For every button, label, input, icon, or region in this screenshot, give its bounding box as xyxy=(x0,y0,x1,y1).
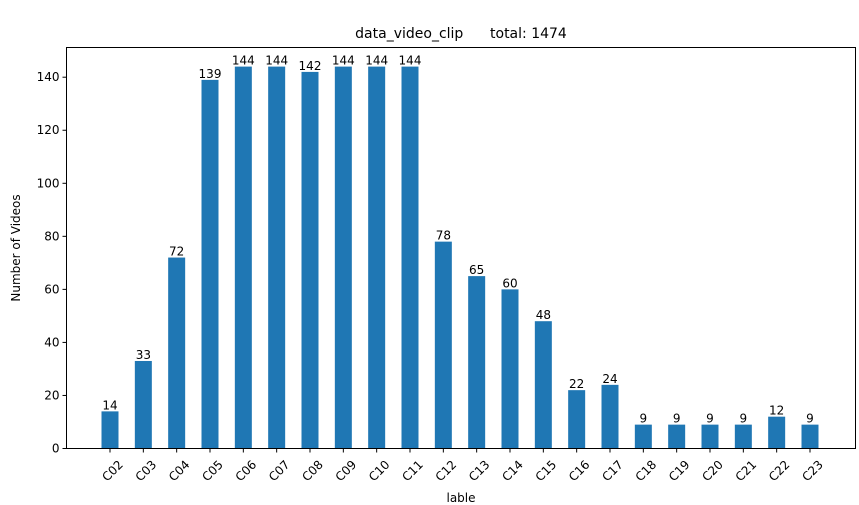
bar-c04 xyxy=(168,257,186,449)
x-tick-label-c19: C19 xyxy=(666,458,693,485)
x-tick-label-c05: C05 xyxy=(199,458,226,485)
bar-c08 xyxy=(301,71,319,449)
bar-c22 xyxy=(768,416,786,449)
bar-c21 xyxy=(734,424,752,449)
bar-c09 xyxy=(334,66,352,449)
bar-c18 xyxy=(634,424,652,449)
bar-value-label-c04: 72 xyxy=(169,245,184,259)
bar-c17 xyxy=(601,384,619,449)
x-tick-label-c04: C04 xyxy=(166,458,193,485)
y-axis: 0 20 40 60 80 100 120 140 xyxy=(37,70,67,456)
x-axis-label: lable xyxy=(446,491,475,505)
bar-c02 xyxy=(101,411,119,449)
bar-value-label-c08: 142 xyxy=(299,59,322,73)
y-tick-label-20: 20 xyxy=(44,388,59,402)
bar-value-label-c21: 9 xyxy=(740,412,748,426)
x-tick-label-c18: C18 xyxy=(633,458,660,485)
bar-value-label-c07: 144 xyxy=(265,54,288,68)
x-tick-label-c07: C07 xyxy=(266,458,293,485)
x-tick-label-c11: C11 xyxy=(399,458,426,485)
bar-c11 xyxy=(401,66,419,449)
bar-value-label-c09: 144 xyxy=(332,54,355,68)
x-tick-label-c10: C10 xyxy=(366,458,393,485)
bar-value-label-c03: 33 xyxy=(136,348,151,362)
x-tick-label-c20: C20 xyxy=(699,458,726,485)
x-tick-label-c17: C17 xyxy=(599,458,626,485)
bar-c05 xyxy=(201,79,219,449)
bar-c23 xyxy=(801,424,819,449)
bar-value-label-c14: 60 xyxy=(502,276,517,290)
chart-title: data_video_clip total: 1474 xyxy=(355,26,567,42)
bar-value-label-c18: 9 xyxy=(640,412,648,426)
bar-value-label-c12: 78 xyxy=(436,229,451,243)
y-tick-label-100: 100 xyxy=(37,176,60,190)
x-tick-label-c15: C15 xyxy=(533,458,560,485)
bar-value-label-c13: 65 xyxy=(469,263,484,277)
bar-value-label-c06: 144 xyxy=(232,54,255,68)
bars-group xyxy=(101,66,819,449)
y-axis-label: Number of Videos xyxy=(9,194,23,301)
y-tick-label-0: 0 xyxy=(52,442,60,456)
y-tick-label-40: 40 xyxy=(44,335,59,349)
y-tick-label-140: 140 xyxy=(37,70,60,84)
bar-value-label-c20: 9 xyxy=(706,412,714,426)
x-tick-label-c06: C06 xyxy=(233,458,260,485)
bar-c19 xyxy=(668,424,686,449)
y-tick-label-60: 60 xyxy=(44,282,59,296)
bar-value-label-c22: 12 xyxy=(769,404,784,418)
y-tick-label-120: 120 xyxy=(37,123,60,137)
x-tick-label-c21: C21 xyxy=(733,458,760,485)
y-tick-label-80: 80 xyxy=(44,229,59,243)
bar-c03 xyxy=(134,360,152,449)
x-tick-label-c12: C12 xyxy=(433,458,460,485)
x-tick-label-c13: C13 xyxy=(466,458,493,485)
plot-frame xyxy=(66,47,856,449)
bar-c14 xyxy=(501,289,519,449)
x-tick-label-c16: C16 xyxy=(566,458,593,485)
x-tick-label-c09: C09 xyxy=(333,458,360,485)
x-tick-label-c22: C22 xyxy=(766,458,793,485)
bar-c20 xyxy=(701,424,719,449)
bar-c13 xyxy=(468,276,486,449)
bar-value-label-c05: 139 xyxy=(199,67,222,81)
bar-value-label-c02: 14 xyxy=(102,398,117,412)
x-tick-label-c08: C08 xyxy=(299,458,326,485)
x-tick-label-c02: C02 xyxy=(99,458,126,485)
bar-value-label-c16: 22 xyxy=(569,377,584,391)
x-tick-label-c14: C14 xyxy=(499,458,526,485)
bar-value-label-c11: 144 xyxy=(399,54,422,68)
bar-value-label-c15: 48 xyxy=(536,308,551,322)
bar-value-label-c17: 24 xyxy=(602,372,617,386)
bar-c12 xyxy=(434,241,452,449)
bar-c16 xyxy=(568,390,586,449)
x-tick-label-c23: C23 xyxy=(799,458,826,485)
x-tick-label-c03: C03 xyxy=(133,458,160,485)
bar-value-label-c23: 9 xyxy=(806,412,814,426)
bar-c06 xyxy=(234,66,252,449)
bar-value-label-c19: 9 xyxy=(673,412,681,426)
bar-c15 xyxy=(534,321,552,449)
bar-c10 xyxy=(368,66,386,449)
bar-value-labels: 14 33 72 139 144 144 142 144 144 144 78 65 60 48 22 24 9… xyxy=(102,54,813,426)
x-axis: C02 C03 C04 C05 C06 C07 C08 C09 C10 C11 C12 C13 C14 C… xyxy=(99,448,826,485)
bar-c07 xyxy=(268,66,286,449)
bar-value-label-c10: 144 xyxy=(365,54,388,68)
